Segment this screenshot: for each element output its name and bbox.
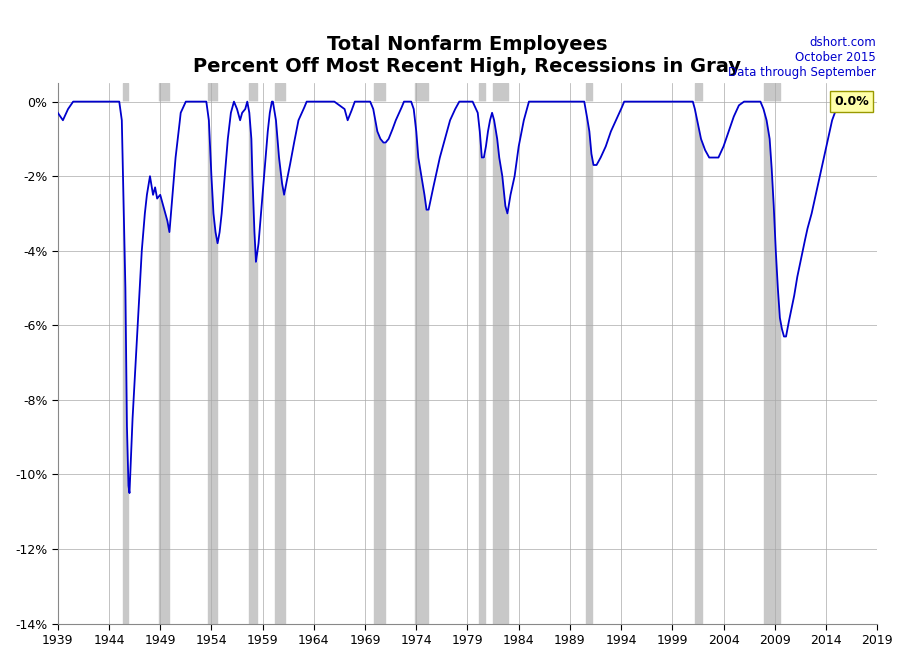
Bar	[586, 83, 592, 624]
Bar	[695, 83, 702, 624]
Bar	[479, 83, 485, 624]
Bar	[208, 83, 216, 624]
Bar	[493, 83, 508, 624]
Title: Total Nonfarm Employees
Percent Off Most Recent High, Recessions in Gray: Total Nonfarm Employees Percent Off Most…	[193, 35, 742, 76]
Text: dshort.com
October 2015
Data through September: dshort.com October 2015 Data through Sep…	[728, 36, 876, 79]
Text: 0.0%: 0.0%	[834, 95, 869, 108]
Bar	[160, 83, 169, 624]
Bar	[249, 83, 257, 624]
Bar	[764, 83, 780, 624]
Bar	[416, 83, 429, 624]
Bar	[374, 83, 385, 624]
Bar	[275, 83, 285, 624]
Bar	[123, 83, 128, 624]
